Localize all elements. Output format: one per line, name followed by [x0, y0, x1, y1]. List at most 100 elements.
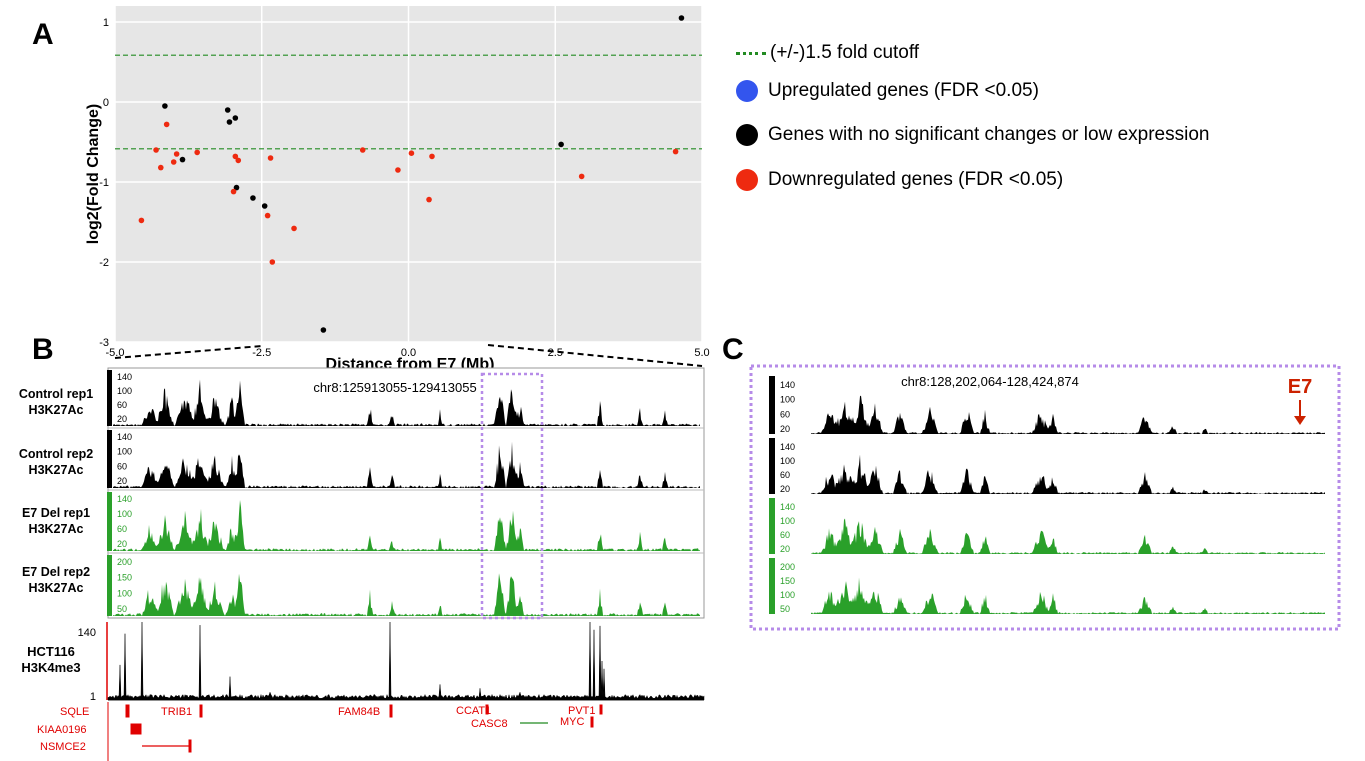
signal-trace	[113, 379, 700, 426]
data-point	[179, 156, 186, 163]
track-tick-label: 200	[780, 562, 795, 572]
track-tick-label: 20	[780, 484, 790, 494]
downregulated-dot-swatch	[736, 169, 758, 191]
track-label-h3k4me3: HCT116 H3K4me3	[6, 644, 96, 676]
track-label-control-rep1: Control rep1 H3K27Ac	[6, 386, 106, 418]
data-point	[578, 173, 585, 180]
gene-model	[590, 716, 594, 728]
track-tick-label: 20	[117, 539, 127, 549]
track-label-text: E7 Del rep2 H3K27Ac	[21, 565, 91, 595]
zoom-highlight-box	[480, 372, 544, 620]
track-color-bar	[769, 438, 775, 494]
unchanged-dot-swatch	[736, 124, 758, 146]
gene-label-ccat1: CCAT1	[456, 705, 492, 717]
data-point	[429, 153, 435, 160]
track-tick-label: 60	[117, 461, 127, 471]
data-point	[163, 121, 170, 128]
gene-model	[188, 739, 192, 753]
legend-down-label: Downregulated genes (FDR <0.05)	[768, 169, 1064, 190]
data-point	[395, 167, 401, 173]
y-tick-label: -3	[99, 337, 109, 349]
data-point	[170, 159, 177, 165]
gene-model	[389, 704, 393, 718]
gene-label-nsmce2: NSMCE2	[40, 741, 86, 753]
track-color-bar	[107, 555, 112, 616]
track-tick-label: 60	[780, 470, 790, 480]
data-point	[408, 150, 415, 156]
track-label-text: HCT116 H3K4me3	[21, 644, 81, 675]
data-point	[194, 149, 200, 156]
data-point	[267, 155, 274, 161]
track-label-del-rep2: E7 Del rep2 H3K27Ac	[6, 564, 106, 596]
region-b-label: chr8:125913055-129413055	[313, 380, 476, 395]
x-tick-label: -2.5	[252, 347, 271, 359]
track-tick-label: 100	[780, 395, 795, 405]
gene-label-trib1: TRIB1	[161, 706, 193, 718]
track-tick-label: 200	[117, 557, 132, 567]
track-tick-label: 100	[117, 447, 132, 457]
track-tick-label: 20	[117, 476, 127, 486]
axis-ticks: -5.0 -2.5 0.0 2.5 5.0 1 0 -1 -2 -3	[99, 17, 709, 359]
zoom-line-left	[114, 345, 263, 359]
data-point	[162, 103, 168, 109]
signal-trace	[113, 573, 700, 616]
e7-marker-label: E7	[1288, 376, 1312, 398]
data-point	[138, 217, 145, 224]
gene-models	[125, 704, 603, 753]
data-point	[233, 184, 240, 191]
legend-up: Upregulated genes (FDR <0.05)	[736, 80, 1039, 102]
track-color-bar	[107, 430, 112, 488]
track-tick-label: 60	[780, 530, 790, 540]
track-tick-label: 60	[117, 524, 127, 534]
track-label-del-rep1: E7 Del rep1 H3K27Ac	[6, 505, 106, 537]
plot-grid	[114, 6, 703, 343]
data-point	[291, 225, 297, 232]
panel-c-letter: C	[722, 333, 744, 366]
h3k4me3-trace	[107, 621, 705, 701]
y-tick-label: -1	[99, 177, 109, 189]
track-label-text: E7 Del rep1 H3K27Ac	[21, 506, 91, 536]
track-color-bar	[769, 558, 775, 614]
signal-trace	[811, 518, 1325, 554]
data-point	[232, 115, 239, 121]
panel-b-letter: B	[32, 333, 54, 366]
gene-label-pvt1: PVT1	[568, 705, 596, 717]
legend-cutoff-label: (+/-)1.5 fold cutoff	[770, 42, 920, 63]
panel-c-frame	[749, 364, 1341, 631]
data-point	[320, 327, 327, 333]
track-tick-label: 100	[117, 386, 132, 396]
gene-label-fam84b: FAM84B	[338, 706, 381, 718]
legend-unchanged-label: Genes with no significant changes or low…	[768, 124, 1210, 145]
h3k4me3-min: 1	[90, 691, 96, 703]
x-tick-label: -5.0	[106, 347, 125, 359]
legend-cutoff: (+/-)1.5 fold cutoff	[736, 42, 919, 64]
track-tick-label: 50	[117, 604, 127, 614]
signal-trace	[811, 454, 1325, 494]
data-point	[264, 212, 271, 219]
data-point	[359, 147, 366, 153]
zoom-line-right	[487, 344, 703, 367]
data-point	[173, 151, 180, 157]
track-tick-label: 20	[780, 544, 790, 554]
track-color-bar	[107, 492, 112, 551]
track-label-text: Control rep2 H3K27Ac	[18, 447, 94, 477]
track-tick-label: 20	[117, 414, 127, 424]
track-tick-label: 140	[117, 494, 132, 504]
genome-browser-c: 140 100 60 20 140 100 60 20 140 100 60 20 200 150 100 5…	[749, 364, 1341, 631]
data-point	[250, 195, 256, 201]
track-label-control-rep2: Control rep2 H3K27Ac	[6, 446, 106, 478]
data-point	[678, 15, 685, 21]
gene-model	[485, 704, 489, 715]
data-point	[224, 107, 231, 113]
track-tick-label: 20	[780, 424, 790, 434]
legend-down: Downregulated genes (FDR <0.05)	[736, 169, 1063, 191]
track-color-bar	[769, 498, 775, 554]
track-tick-label: 140	[117, 432, 132, 442]
track-tick-label: 100	[780, 590, 795, 600]
data-points	[138, 15, 685, 333]
signal-trace	[811, 395, 1325, 434]
track-tick-label: 140	[117, 372, 132, 382]
track-tick-label: 140	[780, 442, 795, 452]
cutoff-lines	[115, 54, 702, 150]
gene-label-myc: MYC	[560, 716, 585, 728]
